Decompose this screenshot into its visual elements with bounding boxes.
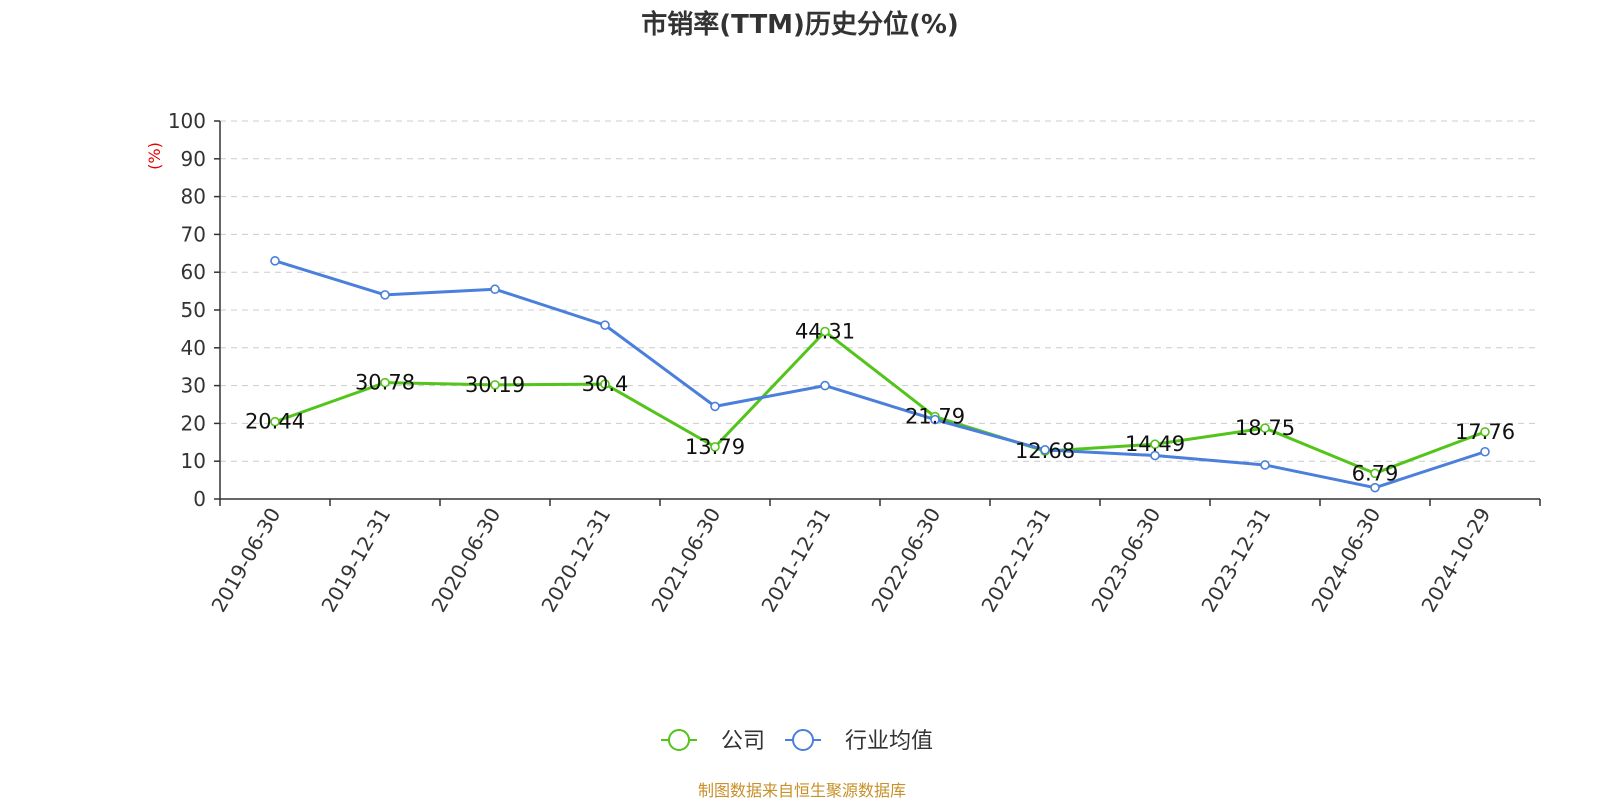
- series-line-1: [274, 259, 1486, 490]
- x-tick-label: 2021-12-31: [756, 504, 835, 617]
- x-tick-label: 2021-06-30: [646, 504, 725, 617]
- data-label: 6.79: [1352, 461, 1399, 485]
- data-labels: 20.44 30.78 30.19 30.4 13.79 44.31 21.79 12.68 1…: [245, 320, 1515, 486]
- y-tick-label: 80: [181, 185, 206, 209]
- data-point-1[interactable]: [1260, 460, 1270, 470]
- data-point-0[interactable]: [380, 377, 390, 388]
- y-tick-label: 100: [168, 109, 206, 133]
- legend-item-0[interactable]: 公司: [661, 729, 765, 754]
- y-tick-label: 30: [181, 374, 206, 398]
- data-point-1[interactable]: [710, 401, 720, 412]
- legend-label: 行业均值: [845, 729, 933, 754]
- legend-marker-icon: [668, 729, 690, 751]
- chart-title: 市销率(TTM)历史分位(%): [641, 9, 959, 40]
- y-tick-label: 0: [193, 487, 206, 511]
- axes: 0 10 20 30 40 50 60 70 80 90 100 2019-06-30 2019-12-…: [168, 109, 1541, 617]
- x-tick-label: 2019-06-30: [206, 504, 285, 617]
- data-point-1[interactable]: [380, 290, 390, 300]
- x-tick-label: 2020-06-30: [426, 504, 505, 617]
- x-tick-label: 2019-12-31: [316, 504, 395, 617]
- x-tick-label: 2024-06-30: [1306, 504, 1385, 617]
- series-line-0: [274, 330, 1486, 475]
- source-note: 制图数据来自恒生聚源数据库: [698, 781, 906, 800]
- data-point-0[interactable]: [710, 442, 720, 452]
- data-point-1[interactable]: [820, 380, 830, 391]
- data-label: 18.75: [1235, 416, 1295, 440]
- data-point-0[interactable]: [820, 326, 830, 337]
- y-axis-label: (%): [145, 142, 164, 170]
- data-point-0[interactable]: [1480, 427, 1490, 437]
- data-point-1[interactable]: [600, 320, 610, 330]
- data-label: 30.19: [465, 373, 525, 397]
- data-point-1[interactable]: [270, 256, 280, 266]
- data-label: 30.78: [355, 371, 415, 395]
- data-label: 17.76: [1455, 420, 1515, 444]
- y-tick-label: 20: [181, 411, 206, 435]
- x-tick-label: 2023-12-31: [1196, 504, 1275, 617]
- x-tick-label: 2022-12-31: [976, 504, 1055, 617]
- series: [270, 256, 1490, 493]
- data-point-0[interactable]: [490, 380, 500, 390]
- y-tick-label: 10: [181, 449, 206, 473]
- data-label: 21.79: [905, 405, 965, 429]
- x-tick-label: 2023-06-30: [1086, 504, 1165, 617]
- x-tick-label: 2020-12-31: [536, 504, 615, 617]
- x-tick-label: 2022-06-30: [866, 504, 945, 617]
- data-point-0[interactable]: [1260, 423, 1270, 433]
- data-label: 12.68: [1015, 439, 1075, 463]
- data-point-1[interactable]: [1370, 482, 1380, 493]
- y-tick-label: 60: [181, 260, 206, 284]
- data-point-0[interactable]: [1150, 439, 1160, 450]
- data-label: 14.49: [1125, 432, 1185, 456]
- data-label: 44.31: [795, 320, 855, 344]
- y-tick-label: 70: [181, 222, 206, 246]
- data-point-1[interactable]: [1480, 446, 1490, 457]
- data-point-1[interactable]: [1150, 450, 1160, 461]
- data-label: 30.4: [582, 372, 629, 396]
- data-label: 13.79: [685, 435, 745, 459]
- data-point-0[interactable]: [600, 379, 610, 389]
- data-point-1[interactable]: [1040, 445, 1050, 455]
- legend[interactable]: 公司 行业均值: [661, 729, 933, 754]
- legend-item-1[interactable]: 行业均值: [785, 729, 933, 754]
- data-point-0[interactable]: [1370, 468, 1380, 479]
- x-tick-label: 2024-10-29: [1416, 504, 1495, 617]
- legend-label: 公司: [721, 729, 765, 754]
- data-label: 20.44: [245, 410, 305, 434]
- data-point-1[interactable]: [490, 284, 500, 295]
- y-tick-label: 40: [181, 336, 206, 360]
- data-point-0[interactable]: [270, 416, 280, 427]
- y-tick-label: 50: [181, 298, 206, 322]
- y-tick-label: 90: [181, 147, 206, 171]
- data-point-1[interactable]: [930, 414, 940, 425]
- legend-marker-icon: [792, 729, 815, 751]
- grid-lines: [220, 120, 1540, 462]
